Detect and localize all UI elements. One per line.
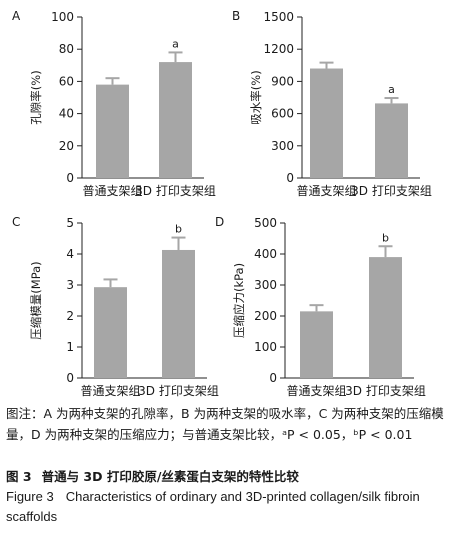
chart-panel-d: D 0 100 200 300 400 500 压缩应力(kPa) 普通支架组 b 3D 打印支架组 (215, 215, 426, 398)
y-tick-label: 4 (66, 247, 74, 261)
y-tick-label: 2 (66, 309, 74, 323)
x-tick-label: 普通支架组 (82, 184, 142, 198)
significance-label: b (175, 223, 182, 236)
y-tick-label: 40 (59, 107, 74, 121)
x-tick-label: 普通支架组 (80, 384, 140, 398)
significance-label: a (388, 83, 395, 96)
y-tick-label: 80 (59, 42, 74, 56)
x-tick-label: 3D 打印支架组 (138, 384, 219, 398)
y-tick-label: 100 (51, 10, 74, 24)
y-tick-label: 500 (254, 216, 277, 230)
bar (159, 62, 192, 178)
significance-label: a (172, 37, 179, 50)
chart-panel-a: A 0 20 40 60 80 100 孔隙率(%) 普通支架组 a 3D 打印支架组 (12, 9, 216, 198)
y-axis-label: 吸水率(%) (249, 70, 263, 124)
bar (369, 257, 402, 378)
y-axis-label: 压缩模量(MPa) (29, 261, 43, 339)
panel-letter: B (232, 9, 240, 23)
x-tick-label: 3D 打印支架组 (345, 384, 426, 398)
y-tick-label: 0 (66, 371, 74, 385)
y-tick-label: 5 (66, 216, 74, 230)
y-tick-label: 3 (66, 278, 74, 292)
y-tick-label: 600 (271, 107, 294, 121)
bar (375, 103, 408, 178)
figure-title-zh-text: 普通与 3D 打印胶原/丝素蛋白支架的特性比较 (41, 469, 299, 484)
y-tick-label: 60 (59, 74, 74, 88)
y-axis-label: 压缩应力(kPa) (232, 263, 246, 338)
panel-letter: D (215, 215, 224, 229)
figure-title-zh: 图 3 普通与 3D 打印胶原/丝素蛋白支架的特性比较 (6, 466, 466, 487)
y-tick-label: 100 (254, 340, 277, 354)
panel-letter: C (12, 215, 20, 229)
y-tick-label: 400 (254, 247, 277, 261)
chart-panel-c: C 0 1 2 3 4 5 压缩模量(MPa) 普通支架组 b 3D 打印支架组 (12, 215, 219, 398)
y-tick-label: 200 (254, 309, 277, 323)
y-tick-label: 0 (66, 171, 74, 185)
figure-number-zh: 图 3 (6, 469, 32, 484)
significance-label: b (382, 231, 389, 244)
y-tick-label: 1200 (263, 42, 294, 56)
chart-panel-b: B 0 300 600 900 1200 1500 吸水率(%) 普通支架组 a 3D 打印支架组 (232, 9, 432, 198)
bar (94, 287, 127, 378)
bar (310, 68, 343, 178)
x-tick-label: 3D 打印支架组 (135, 184, 216, 198)
x-tick-label: 普通支架组 (286, 384, 346, 398)
bar (96, 84, 129, 178)
y-tick-label: 0 (286, 171, 294, 185)
figure-title-en-text: Characteristics of ordinary and 3D-print… (6, 489, 420, 524)
y-tick-label: 900 (271, 74, 294, 88)
y-tick-label: 300 (254, 278, 277, 292)
figure-title-en: Figure 3 Characteristics of ordinary and … (6, 487, 466, 527)
y-tick-label: 1 (66, 340, 74, 354)
x-tick-label: 普通支架组 (296, 184, 356, 198)
bar (300, 311, 333, 378)
panel-letter: A (12, 9, 21, 23)
y-tick-label: 300 (271, 139, 294, 153)
y-tick-label: 0 (269, 371, 277, 385)
y-axis-label: 孔隙率(%) (29, 70, 43, 124)
bar (162, 249, 195, 378)
y-tick-label: 1500 (263, 10, 294, 24)
figure-number-en: Figure 3 (6, 489, 54, 504)
y-tick-label: 20 (59, 139, 74, 153)
x-tick-label: 3D 打印支架组 (351, 184, 432, 198)
figure-note: 图注：A 为两种支架的孔隙率，B 为两种支架的吸水率，C 为两种支架的压缩模量，… (6, 406, 444, 442)
